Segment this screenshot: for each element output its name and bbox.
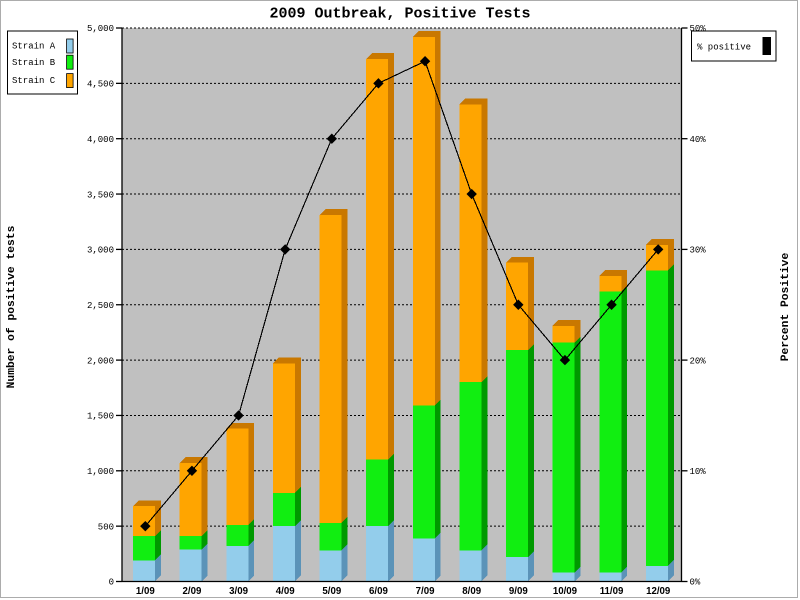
svg-text:10/09: 10/09 — [553, 586, 578, 597]
svg-text:% positive: % positive — [697, 43, 751, 53]
svg-text:3,000: 3,000 — [87, 246, 114, 256]
svg-text:0%: 0% — [690, 578, 701, 588]
svg-text:0: 0 — [109, 578, 114, 588]
svg-text:500: 500 — [98, 522, 114, 532]
svg-text:2,000: 2,000 — [87, 356, 114, 366]
svg-text:2009 Outbreak, Positive Tests: 2009 Outbreak, Positive Tests — [269, 6, 530, 23]
svg-text:6/09: 6/09 — [369, 586, 388, 597]
svg-text:30%: 30% — [690, 246, 707, 256]
svg-text:Percent Positive: Percent Positive — [780, 253, 792, 362]
svg-text:20%: 20% — [690, 356, 707, 366]
svg-text:11/09: 11/09 — [600, 586, 624, 597]
svg-text:5/09: 5/09 — [322, 586, 341, 597]
svg-text:Strain A: Strain A — [12, 42, 56, 52]
svg-text:3/09: 3/09 — [229, 586, 248, 597]
svg-text:4,000: 4,000 — [87, 135, 114, 145]
svg-text:4,500: 4,500 — [87, 80, 114, 90]
svg-text:5,000: 5,000 — [87, 24, 114, 34]
svg-text:Strain B: Strain B — [12, 58, 56, 68]
svg-text:Number of positive tests: Number of positive tests — [6, 225, 18, 388]
svg-text:Strain C: Strain C — [12, 76, 56, 86]
svg-text:3,500: 3,500 — [87, 190, 114, 200]
svg-text:8/09: 8/09 — [462, 586, 481, 597]
svg-text:7/09: 7/09 — [416, 586, 435, 597]
svg-text:9/09: 9/09 — [509, 586, 528, 597]
svg-text:10%: 10% — [690, 467, 707, 477]
svg-text:1,000: 1,000 — [87, 467, 114, 477]
svg-text:2,500: 2,500 — [87, 301, 114, 311]
svg-text:12/09: 12/09 — [646, 586, 671, 597]
svg-text:40%: 40% — [690, 135, 707, 145]
svg-text:2/09: 2/09 — [183, 586, 202, 597]
svg-text:1,500: 1,500 — [87, 412, 114, 422]
svg-text:1/09: 1/09 — [136, 586, 155, 597]
svg-text:4/09: 4/09 — [276, 586, 295, 597]
